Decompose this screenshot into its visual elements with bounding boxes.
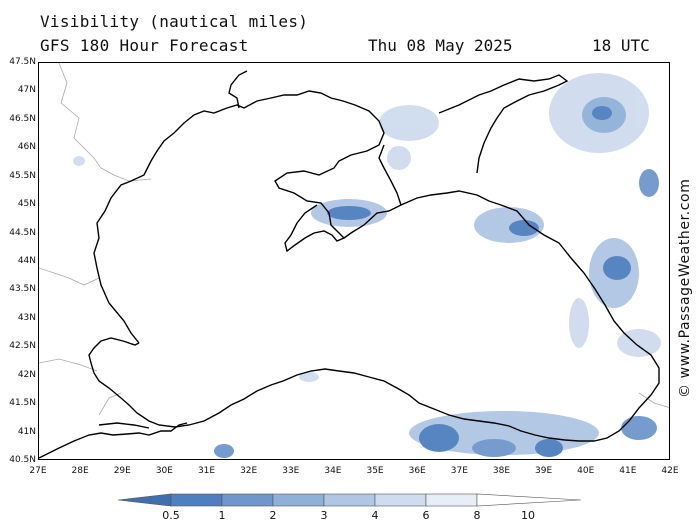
colorbar-label: 6 bbox=[422, 509, 430, 522]
low-visibility-area bbox=[419, 424, 459, 452]
chart-title: Visibility (nautical miles) bbox=[40, 12, 309, 31]
latitude-label: 45.5N bbox=[9, 170, 36, 181]
longitude-label: 31E bbox=[197, 466, 216, 476]
longitude-label: 36E bbox=[408, 466, 426, 476]
colorbar-label: 1 bbox=[218, 509, 226, 522]
longitude-label: 34E bbox=[324, 466, 342, 476]
latitude-label: 42.5N bbox=[9, 341, 36, 352]
latitude-label: 46N bbox=[17, 142, 36, 153]
country-borders bbox=[39, 63, 669, 416]
low-visibility-area bbox=[535, 439, 563, 457]
longitude-label: 27E bbox=[29, 466, 47, 476]
colorbar-segment bbox=[170, 493, 223, 507]
latitude-label: 42N bbox=[17, 369, 36, 380]
watermark: © www.PassageWeather.com bbox=[677, 178, 693, 398]
longitude-label: 41E bbox=[619, 466, 637, 476]
longitude-label: 39E bbox=[535, 466, 553, 476]
visibility-map bbox=[39, 63, 669, 459]
longitude-label: 35E bbox=[366, 466, 384, 476]
longitude-label: 42E bbox=[661, 466, 679, 476]
latitude-label: 47.5N bbox=[9, 57, 36, 67]
low-visibility-area bbox=[639, 169, 659, 197]
longitude-label: 38E bbox=[492, 466, 511, 476]
map-frame bbox=[38, 62, 670, 460]
colorbar-segment bbox=[425, 493, 478, 507]
colorbar-label: 3 bbox=[320, 509, 328, 522]
colorbar-label: 10 bbox=[521, 509, 535, 522]
low-visibility-area bbox=[214, 444, 234, 458]
latitude-label: 44.5N bbox=[9, 227, 36, 238]
longitude-label: 29E bbox=[113, 466, 131, 476]
low-visibility-area bbox=[509, 220, 539, 236]
colorbar-segment bbox=[374, 493, 427, 507]
coastline bbox=[39, 70, 660, 459]
colorbar bbox=[118, 493, 582, 507]
longitude-label: 37E bbox=[450, 466, 468, 476]
colorbar-label: 0.5 bbox=[162, 509, 180, 522]
colorbar-segment bbox=[323, 493, 376, 507]
longitude-label: 28E bbox=[71, 466, 89, 476]
low-visibility-area bbox=[387, 146, 411, 170]
colorbar-max-arrow bbox=[476, 493, 582, 507]
low-visibility-area bbox=[592, 106, 612, 120]
low-visibility-area bbox=[569, 298, 589, 348]
latitude-label: 47N bbox=[17, 85, 36, 96]
low-visibility-area bbox=[621, 416, 657, 440]
colorbar-segment bbox=[221, 493, 274, 507]
colorbar-min-arrow bbox=[118, 493, 172, 507]
latitude-label: 41N bbox=[17, 426, 36, 437]
latitude-label: 41.5N bbox=[9, 398, 36, 409]
chart-subtitle: GFS 180 Hour Forecast bbox=[40, 36, 249, 55]
forecast-date: Thu 08 May 2025 bbox=[368, 36, 513, 55]
low-visibility-area bbox=[73, 156, 85, 166]
low-visibility-area bbox=[472, 439, 516, 457]
longitude-label: 32E bbox=[240, 466, 258, 476]
latitude-label: 43.5N bbox=[9, 284, 36, 295]
low-visibility-area bbox=[327, 206, 371, 220]
low-visibility-area bbox=[299, 372, 319, 382]
latitude-label: 46.5N bbox=[9, 113, 36, 124]
longitude-label: 40E bbox=[577, 466, 595, 476]
low-visibility-area bbox=[603, 256, 631, 280]
low-visibility-area bbox=[379, 105, 439, 141]
forecast-time: 18 UTC bbox=[592, 36, 650, 55]
longitude-label: 33E bbox=[282, 466, 300, 476]
visibility-shading bbox=[73, 73, 661, 458]
colorbar-segment bbox=[272, 493, 325, 507]
latitude-label: 40.5N bbox=[9, 455, 36, 465]
latitude-label: 45N bbox=[17, 199, 36, 210]
latitude-label: 44N bbox=[17, 256, 36, 266]
longitude-label: 30E bbox=[155, 466, 173, 476]
colorbar-label: 4 bbox=[371, 509, 379, 522]
latitude-label: 43N bbox=[17, 312, 36, 323]
colorbar-label: 2 bbox=[269, 509, 277, 522]
colorbar-label: 8 bbox=[473, 509, 481, 522]
